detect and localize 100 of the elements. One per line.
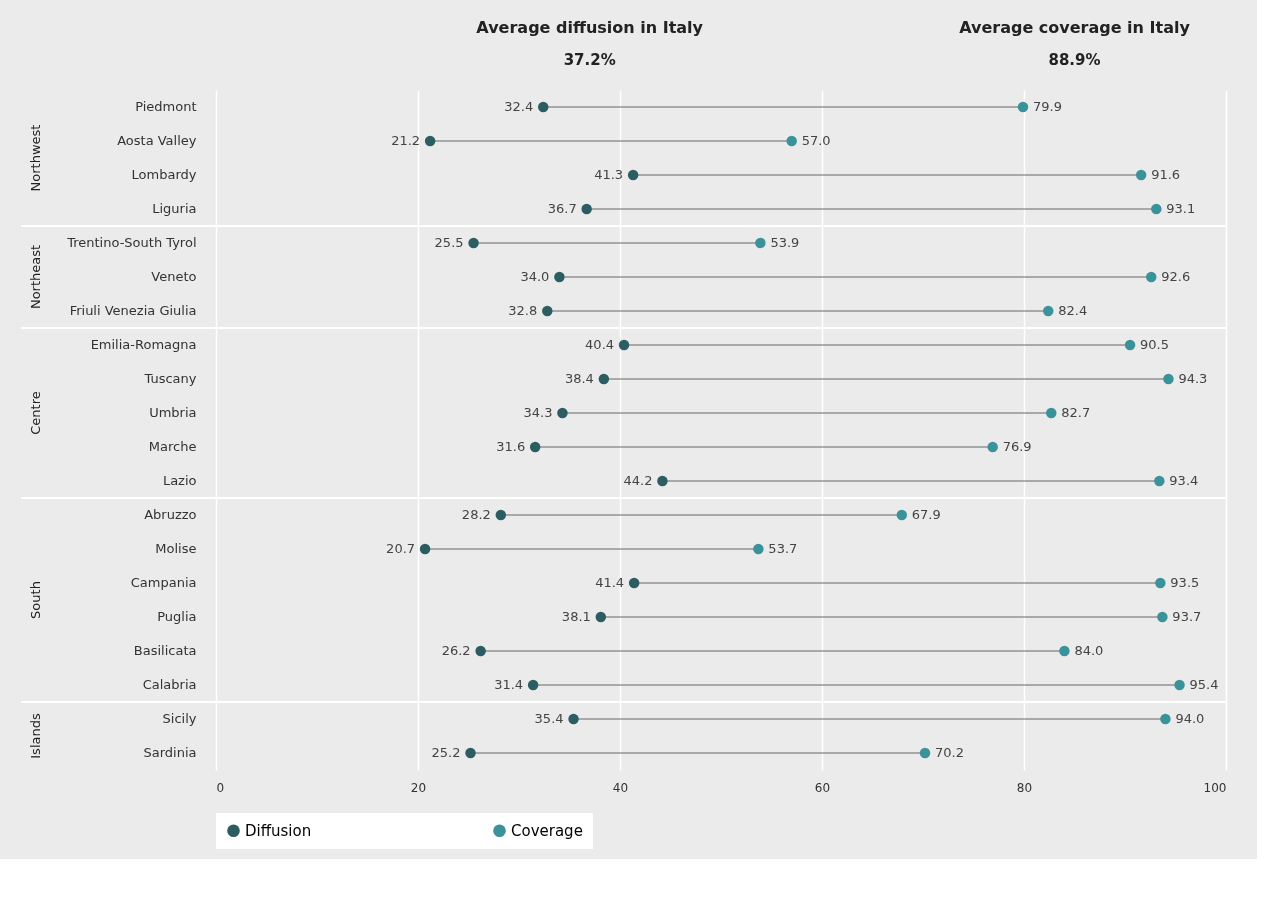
legend-label: Coverage [511, 821, 583, 840]
text: Average diffusion in Italy [476, 18, 704, 37]
data-label: 94.0 [1175, 711, 1205, 726]
text: Centre [28, 391, 43, 435]
y-tick-label: Lombardy [131, 167, 197, 182]
point [657, 475, 668, 487]
data-label: 40.4 [585, 337, 615, 352]
data-label: 28.2 [461, 507, 491, 522]
y-tick-label: Basilicata [133, 643, 197, 658]
point [987, 441, 998, 453]
point [424, 135, 436, 147]
text: Average coverage in Italy [959, 18, 1191, 37]
data-label: 20.7 [386, 541, 416, 556]
data-label: 95.4 [1189, 677, 1219, 692]
x-tick-label: 20 [410, 780, 427, 795]
y-tick-label: Campania [130, 575, 197, 590]
data-label: 82.7 [1061, 405, 1091, 420]
point [1157, 611, 1168, 623]
data-label: 31.4 [494, 677, 524, 692]
data-label: 31.6 [496, 439, 526, 454]
point [542, 305, 553, 317]
data-label: 41.3 [594, 167, 624, 182]
point [468, 237, 479, 249]
data-label: 93.1 [1166, 201, 1196, 216]
data-label: 34.3 [523, 405, 553, 420]
x-tick-label: 80 [1016, 780, 1033, 795]
point [538, 101, 549, 113]
point [896, 509, 908, 521]
point [419, 543, 431, 555]
y-tick-label: Sardinia [143, 745, 197, 760]
text: 88.9% [1048, 51, 1101, 69]
point [568, 713, 579, 725]
point [1155, 577, 1166, 589]
point [919, 747, 931, 759]
text: 37.2% [563, 51, 616, 69]
y-tick-label: Veneto [151, 269, 197, 284]
point [1059, 645, 1070, 657]
data-label: 53.9 [770, 235, 800, 250]
data-label: 32.4 [504, 99, 534, 114]
point [495, 509, 507, 521]
legend-label: Diffusion [245, 821, 312, 840]
point [1146, 271, 1157, 283]
point [527, 679, 539, 691]
point [1174, 679, 1185, 691]
data-label: 93.7 [1172, 609, 1202, 624]
point [475, 645, 486, 657]
point [618, 339, 630, 351]
data-label: 93.4 [1169, 473, 1199, 488]
point [1043, 305, 1054, 317]
data-label: 35.4 [534, 711, 564, 726]
point [1046, 407, 1057, 419]
data-label: 53.7 [768, 541, 798, 556]
y-tick-label: Piedmont [135, 99, 197, 114]
point [1151, 203, 1162, 215]
text: South [28, 581, 43, 619]
x-tick-label: 60 [814, 780, 831, 795]
data-label: 25.2 [431, 745, 461, 760]
text: Islands [28, 713, 43, 759]
point [1160, 713, 1171, 725]
point [1135, 169, 1147, 181]
data-label: 44.2 [623, 473, 653, 488]
point [1154, 475, 1165, 487]
data-label: 93.5 [1170, 575, 1200, 590]
y-tick-label: Liguria [152, 201, 197, 216]
data-label: 90.5 [1140, 337, 1169, 352]
point [595, 611, 607, 623]
data-label: 76.9 [1002, 439, 1032, 454]
data-label: 57.0 [801, 133, 831, 148]
y-tick-label: Sicily [162, 711, 197, 726]
data-label: 82.4 [1058, 303, 1088, 318]
x-tick-label: 0 [216, 780, 225, 795]
point [1163, 373, 1174, 385]
data-label: 94.3 [1178, 371, 1208, 386]
data-label: 70.2 [935, 745, 964, 760]
y-tick-label: Aosta Valley [117, 133, 197, 148]
point [1017, 101, 1029, 113]
data-label: 32.8 [508, 303, 538, 318]
y-tick-label: Abruzzo [144, 507, 197, 522]
x-tick-label: 100 [1203, 780, 1227, 795]
data-label: 41.4 [595, 575, 625, 590]
point [598, 373, 610, 385]
data-label: 84.0 [1074, 643, 1104, 658]
data-label: 36.7 [547, 201, 577, 216]
data-label: 67.9 [911, 507, 941, 522]
point [753, 543, 764, 555]
point [557, 407, 568, 419]
point [755, 237, 766, 249]
y-tick-label: Puglia [157, 609, 197, 624]
point [465, 747, 476, 759]
point [627, 169, 639, 181]
point [581, 203, 592, 215]
data-label: 21.2 [391, 133, 421, 148]
y-tick-label: Tuscany [143, 371, 197, 386]
point [786, 135, 797, 147]
text: Northwest [28, 124, 43, 192]
data-label: 38.4 [564, 371, 594, 386]
y-tick-label: Emilia-Romagna [90, 337, 197, 352]
point [529, 441, 541, 453]
data-label: 25.5 [434, 235, 464, 250]
data-label: 91.6 [1151, 167, 1181, 182]
